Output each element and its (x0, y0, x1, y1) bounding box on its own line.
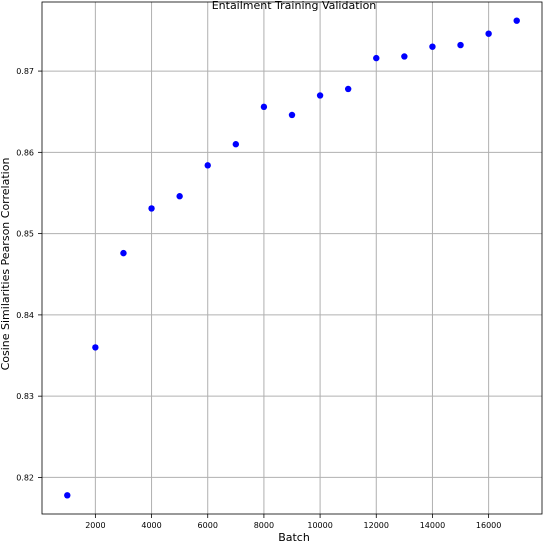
y-tick-label: 0.85 (16, 230, 34, 239)
x-tick-label: 4000 (141, 521, 161, 530)
y-tick-label: 0.83 (16, 392, 34, 401)
y-tick-label: 0.87 (16, 67, 34, 76)
data-point (429, 43, 436, 50)
plot-area (41, 1, 543, 515)
data-point (148, 205, 155, 212)
x-tick-label: 16000 (476, 521, 501, 530)
y-tick-label: 0.84 (16, 311, 34, 320)
x-tick-label: 14000 (420, 521, 445, 530)
data-points (64, 17, 520, 499)
data-point (401, 53, 408, 60)
data-point (513, 17, 520, 24)
x-axis-ticks: 2000 4000 6000 8000 10000 12000 14000 16000 (85, 514, 501, 530)
data-point (457, 41, 464, 49)
grid-lines (42, 2, 542, 514)
data-point (64, 492, 71, 499)
y-tick-label: 0.82 (16, 473, 34, 482)
chart-title: Entailment Training Validation (212, 0, 377, 12)
data-point (344, 85, 352, 93)
data-point (288, 111, 296, 119)
x-tick-label: 8000 (254, 521, 274, 530)
x-tick-label: 10000 (307, 521, 332, 530)
y-axis-label: Cosine Similarities Pearson Correlation (0, 158, 12, 371)
data-point (232, 141, 240, 148)
x-tick-label: 2000 (85, 521, 105, 530)
x-tick-label: 12000 (364, 521, 389, 530)
data-point (176, 193, 183, 200)
y-tick-label: 0.86 (16, 148, 34, 157)
data-point (485, 30, 492, 37)
x-tick-label: 6000 (198, 521, 218, 530)
y-axis-ticks: 0.82 0.83 0.84 0.85 0.86 0.87 (16, 67, 42, 482)
data-point (373, 54, 380, 62)
data-point (92, 344, 99, 351)
x-axis-label: Batch (278, 531, 310, 542)
data-point (316, 92, 324, 99)
data-point (204, 162, 211, 169)
data-point (260, 103, 268, 111)
data-point (120, 249, 127, 257)
